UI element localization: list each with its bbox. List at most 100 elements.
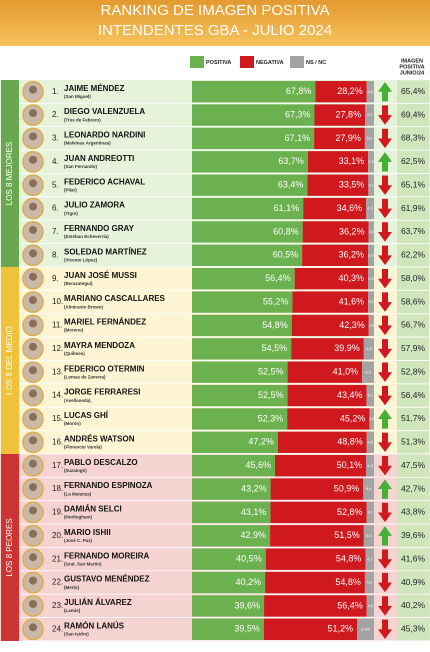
trend-arrow — [378, 292, 392, 312]
previous-cell — [397, 524, 429, 547]
photo-face — [29, 436, 37, 445]
previous-value: 62,5% — [401, 156, 426, 166]
trend-arrow — [378, 315, 392, 336]
photo-face — [29, 155, 37, 164]
value-label: 34,6% — [337, 203, 363, 213]
value-label: 51,2% — [328, 624, 354, 634]
candidate-name: RAMÓN LANÚS — [64, 621, 125, 630]
value-label: 43,4% — [337, 390, 363, 400]
bar-segment — [277, 431, 367, 453]
bar-segment — [314, 127, 365, 150]
trend-arrow — [378, 432, 392, 452]
previous-value: 40,9% — [401, 577, 426, 587]
value-label: 2,9 — [369, 323, 375, 328]
photo-face — [29, 576, 37, 585]
rank: 2. — [52, 110, 59, 119]
bar-segment — [307, 151, 369, 173]
bar-segment — [192, 525, 271, 547]
rank: 3. — [52, 134, 59, 143]
bar-segment — [302, 221, 369, 243]
value-label: 55,2% — [263, 296, 289, 306]
bar-segment — [357, 618, 374, 640]
value-label: 45,2% — [340, 413, 366, 423]
row-divider — [20, 360, 430, 361]
rank: 9. — [52, 274, 59, 283]
legend-label: POSITIVA — [206, 60, 231, 66]
bar-segment — [192, 618, 264, 640]
bar-segment — [192, 361, 288, 383]
bar-segment — [315, 81, 367, 103]
row-divider — [20, 219, 430, 221]
municipality: (La Matanza) — [64, 491, 92, 496]
municipality: (Tigre) — [64, 211, 78, 216]
value-label: 36,2% — [338, 250, 364, 260]
previous-cell — [397, 314, 429, 337]
value-label: 6,5 — [365, 369, 371, 374]
bar-segment — [303, 197, 367, 220]
trend-arrow — [378, 526, 392, 546]
photo-face — [29, 85, 37, 94]
trend-arrow — [378, 198, 392, 219]
previous-cell — [397, 501, 429, 524]
bar-segment — [192, 548, 266, 570]
municipality: (Gral. San Martín) — [64, 561, 102, 566]
trend-arrow — [378, 572, 392, 593]
rank: 24. — [52, 624, 63, 633]
row-divider — [20, 173, 430, 174]
bar-segment — [287, 361, 363, 383]
rank: 7. — [52, 227, 59, 236]
bar-segment — [192, 314, 292, 337]
previous-value: 63,7% — [401, 226, 426, 236]
previous-cell — [397, 290, 429, 314]
value-label: 54,8% — [262, 320, 288, 330]
bar-segment — [192, 384, 288, 407]
rank: 20. — [52, 531, 63, 540]
previous-value: 41,6% — [401, 553, 426, 563]
value-label: 4,7 — [367, 556, 373, 561]
bar-segment — [265, 548, 366, 570]
previous-cell — [397, 384, 429, 407]
candidate-name: JULIÁN ÁLVAREZ — [64, 598, 132, 607]
candidate-name: GUSTAVO MENÉNDEZ — [64, 575, 150, 584]
value-label: 67,3% — [285, 109, 311, 119]
previous-value: 65,1% — [401, 179, 426, 189]
bar-segment — [363, 525, 374, 547]
previous-value: 47,5% — [401, 460, 426, 470]
group-label: LOS 8 PEORES — [5, 518, 14, 576]
bar-segment — [287, 384, 367, 407]
municipality: (Berazategui) — [64, 281, 93, 286]
value-label: 48,8% — [337, 437, 363, 447]
candidate-name: PABLO DESCALZO — [64, 458, 138, 467]
previous-value: 51,3% — [401, 437, 426, 447]
value-label: 60,8% — [273, 226, 299, 236]
value-label: 36,2% — [339, 226, 365, 236]
value-label: 63,4% — [278, 180, 304, 190]
candidate-name: FERNANDO GRAY — [64, 224, 135, 233]
row-divider — [20, 313, 430, 315]
bar-segment — [292, 291, 369, 313]
municipality: (San Fernando) — [64, 164, 98, 169]
previous-value: 68,3% — [401, 133, 426, 143]
row-divider — [20, 383, 430, 385]
value-label: 52,8% — [337, 507, 363, 517]
trend-arrow — [378, 456, 392, 476]
value-label: 4,1 — [367, 393, 373, 398]
value-label: 56,4% — [265, 273, 291, 283]
bar-segment — [363, 478, 374, 500]
bar-segment — [192, 244, 303, 266]
value-label: 54,5% — [262, 343, 288, 353]
value-label: 43,2% — [241, 483, 267, 493]
candidate-name: JULIO ZAMORA — [64, 201, 125, 210]
bar-segment — [362, 361, 374, 383]
value-label: 3,3 — [368, 252, 374, 257]
previous-value: 39,6% — [401, 530, 426, 540]
municipality: (Florencio Varela) — [64, 445, 102, 450]
bar-segment — [367, 244, 374, 266]
value-label: 43,1% — [241, 507, 267, 517]
bar-segment — [368, 151, 374, 173]
photo-face — [29, 506, 37, 515]
value-label: 4,3 — [367, 463, 373, 468]
value-label: 40,2% — [236, 577, 262, 587]
legend-label: NS / NC — [306, 60, 326, 66]
previous-cell — [397, 197, 429, 220]
